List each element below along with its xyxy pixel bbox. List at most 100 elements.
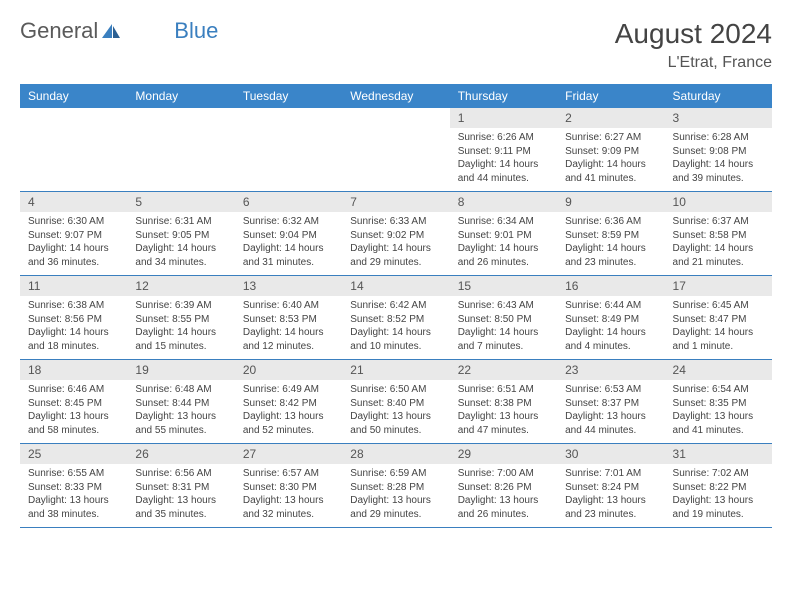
day-number-cell: 7 xyxy=(342,192,449,213)
sunrise-text: Sunrise: 6:38 AM xyxy=(28,299,119,313)
day-number-cell: 14 xyxy=(342,276,449,297)
day1-text: Daylight: 14 hours xyxy=(565,326,656,340)
day1-text: Daylight: 13 hours xyxy=(135,410,226,424)
day2-text: and 29 minutes. xyxy=(350,508,441,522)
sunrise-text: Sunrise: 7:00 AM xyxy=(458,467,549,481)
sunrise-text: Sunrise: 6:42 AM xyxy=(350,299,441,313)
brand-part2: Blue xyxy=(174,18,218,44)
sunset-text: Sunset: 9:07 PM xyxy=(28,229,119,243)
sunset-text: Sunset: 8:59 PM xyxy=(565,229,656,243)
day2-text: and 50 minutes. xyxy=(350,424,441,438)
sunset-text: Sunset: 9:11 PM xyxy=(458,145,549,159)
day2-text: and 23 minutes. xyxy=(565,508,656,522)
sunrise-text: Sunrise: 7:01 AM xyxy=(565,467,656,481)
day-detail-cell: Sunrise: 6:37 AMSunset: 8:58 PMDaylight:… xyxy=(665,212,772,276)
day-number-cell: 17 xyxy=(665,276,772,297)
day2-text: and 31 minutes. xyxy=(243,256,334,270)
sunrise-text: Sunrise: 6:56 AM xyxy=(135,467,226,481)
day1-text: Daylight: 14 hours xyxy=(458,242,549,256)
sunrise-text: Sunrise: 6:51 AM xyxy=(458,383,549,397)
day-number-cell: 21 xyxy=(342,360,449,381)
day-number-row: 11121314151617 xyxy=(20,276,772,297)
day-detail-cell: Sunrise: 6:26 AMSunset: 9:11 PMDaylight:… xyxy=(450,128,557,192)
sunset-text: Sunset: 8:45 PM xyxy=(28,397,119,411)
day-detail-cell: Sunrise: 6:59 AMSunset: 8:28 PMDaylight:… xyxy=(342,464,449,528)
day-detail-cell: Sunrise: 6:39 AMSunset: 8:55 PMDaylight:… xyxy=(127,296,234,360)
day-detail-cell xyxy=(342,128,449,192)
sunrise-text: Sunrise: 6:59 AM xyxy=(350,467,441,481)
day2-text: and 44 minutes. xyxy=(565,424,656,438)
day-number-cell: 30 xyxy=(557,444,664,465)
day2-text: and 52 minutes. xyxy=(243,424,334,438)
day2-text: and 36 minutes. xyxy=(28,256,119,270)
day1-text: Daylight: 14 hours xyxy=(243,326,334,340)
sunrise-text: Sunrise: 6:44 AM xyxy=(565,299,656,313)
day-detail-cell: Sunrise: 6:50 AMSunset: 8:40 PMDaylight:… xyxy=(342,380,449,444)
sunrise-text: Sunrise: 6:30 AM xyxy=(28,215,119,229)
sunrise-text: Sunrise: 6:43 AM xyxy=(458,299,549,313)
day-detail-row: Sunrise: 6:38 AMSunset: 8:56 PM Daylight:… xyxy=(20,296,772,360)
day-detail-cell: Sunrise: 6:45 AMSunset: 8:47 PMDaylight:… xyxy=(665,296,772,360)
day1-text: Daylight: 14 hours xyxy=(565,158,656,172)
sunrise-text: Sunrise: 6:50 AM xyxy=(350,383,441,397)
day-number-cell: 19 xyxy=(127,360,234,381)
day-number-row: 25262728293031 xyxy=(20,444,772,465)
day-number-cell: 11 xyxy=(20,276,127,297)
day-detail-cell: Sunrise: 6:36 AMSunset: 8:59 PMDaylight:… xyxy=(557,212,664,276)
day2-text: and 18 minutes. xyxy=(28,340,119,354)
day-detail-cell: Sunrise: 6:34 AMSunset: 9:01 PMDaylight:… xyxy=(450,212,557,276)
day-detail-cell: Sunrise: 6:27 AMSunset: 9:09 PMDaylight:… xyxy=(557,128,664,192)
day-number-cell: 27 xyxy=(235,444,342,465)
day-detail-row: Sunrise: 6:30 AMSunset: 9:07 PM Daylight:… xyxy=(20,212,772,276)
day1-text: Daylight: 14 hours xyxy=(135,326,226,340)
day-number-cell: 31 xyxy=(665,444,772,465)
day-number-cell: 9 xyxy=(557,192,664,213)
day-detail-cell xyxy=(127,128,234,192)
day1-text: Daylight: 13 hours xyxy=(28,494,119,508)
day1-text: Daylight: 13 hours xyxy=(458,494,549,508)
day-detail-cell: Sunrise: 6:55 AMSunset: 8:33 PMDaylight:… xyxy=(20,464,127,528)
day-detail-cell: Sunrise: 6:48 AMSunset: 8:44 PMDaylight:… xyxy=(127,380,234,444)
sunrise-text: Sunrise: 6:53 AM xyxy=(565,383,656,397)
weekday-header-row: SundayMondayTuesdayWednesdayThursdayFrid… xyxy=(20,84,772,108)
weekday-header: Friday xyxy=(557,84,664,108)
day-number-cell: 4 xyxy=(20,192,127,213)
sunset-text: Sunset: 9:05 PM xyxy=(135,229,226,243)
day2-text: and 21 minutes. xyxy=(673,256,764,270)
sunset-text: Sunset: 8:52 PM xyxy=(350,313,441,327)
sunset-text: Sunset: 9:04 PM xyxy=(243,229,334,243)
sunrise-text: Sunrise: 6:26 AM xyxy=(458,131,549,145)
day2-text: and 41 minutes. xyxy=(565,172,656,186)
day-number-cell: 13 xyxy=(235,276,342,297)
sunrise-text: Sunrise: 6:33 AM xyxy=(350,215,441,229)
sunset-text: Sunset: 8:56 PM xyxy=(28,313,119,327)
day1-text: Daylight: 13 hours xyxy=(135,494,226,508)
day-detail-cell: Sunrise: 6:54 AMSunset: 8:35 PMDaylight:… xyxy=(665,380,772,444)
day-number-cell: 16 xyxy=(557,276,664,297)
weekday-header: Sunday xyxy=(20,84,127,108)
day1-text: Daylight: 13 hours xyxy=(673,410,764,424)
sunrise-text: Sunrise: 6:31 AM xyxy=(135,215,226,229)
sunset-text: Sunset: 8:49 PM xyxy=(565,313,656,327)
day-detail-cell: Sunrise: 6:38 AMSunset: 8:56 PMDaylight:… xyxy=(20,296,127,360)
sunrise-text: Sunrise: 6:34 AM xyxy=(458,215,549,229)
day1-text: Daylight: 13 hours xyxy=(243,410,334,424)
day-number-cell: 3 xyxy=(665,108,772,128)
day1-text: Daylight: 14 hours xyxy=(350,242,441,256)
location-text: L'Etrat, France xyxy=(615,54,772,72)
day-detail-cell: Sunrise: 6:33 AMSunset: 9:02 PMDaylight:… xyxy=(342,212,449,276)
day1-text: Daylight: 13 hours xyxy=(565,494,656,508)
sunset-text: Sunset: 8:37 PM xyxy=(565,397,656,411)
sunrise-text: Sunrise: 6:54 AM xyxy=(673,383,764,397)
day-number-cell: 2 xyxy=(557,108,664,128)
brand-part1: General xyxy=(20,18,98,44)
sunset-text: Sunset: 8:42 PM xyxy=(243,397,334,411)
sunset-text: Sunset: 9:09 PM xyxy=(565,145,656,159)
day2-text: and 58 minutes. xyxy=(28,424,119,438)
day2-text: and 26 minutes. xyxy=(458,508,549,522)
day-number-row: 123 xyxy=(20,108,772,128)
sunrise-text: Sunrise: 6:45 AM xyxy=(673,299,764,313)
day-number-cell: 6 xyxy=(235,192,342,213)
day-detail-cell: Sunrise: 6:57 AMSunset: 8:30 PMDaylight:… xyxy=(235,464,342,528)
sunrise-text: Sunrise: 6:46 AM xyxy=(28,383,119,397)
